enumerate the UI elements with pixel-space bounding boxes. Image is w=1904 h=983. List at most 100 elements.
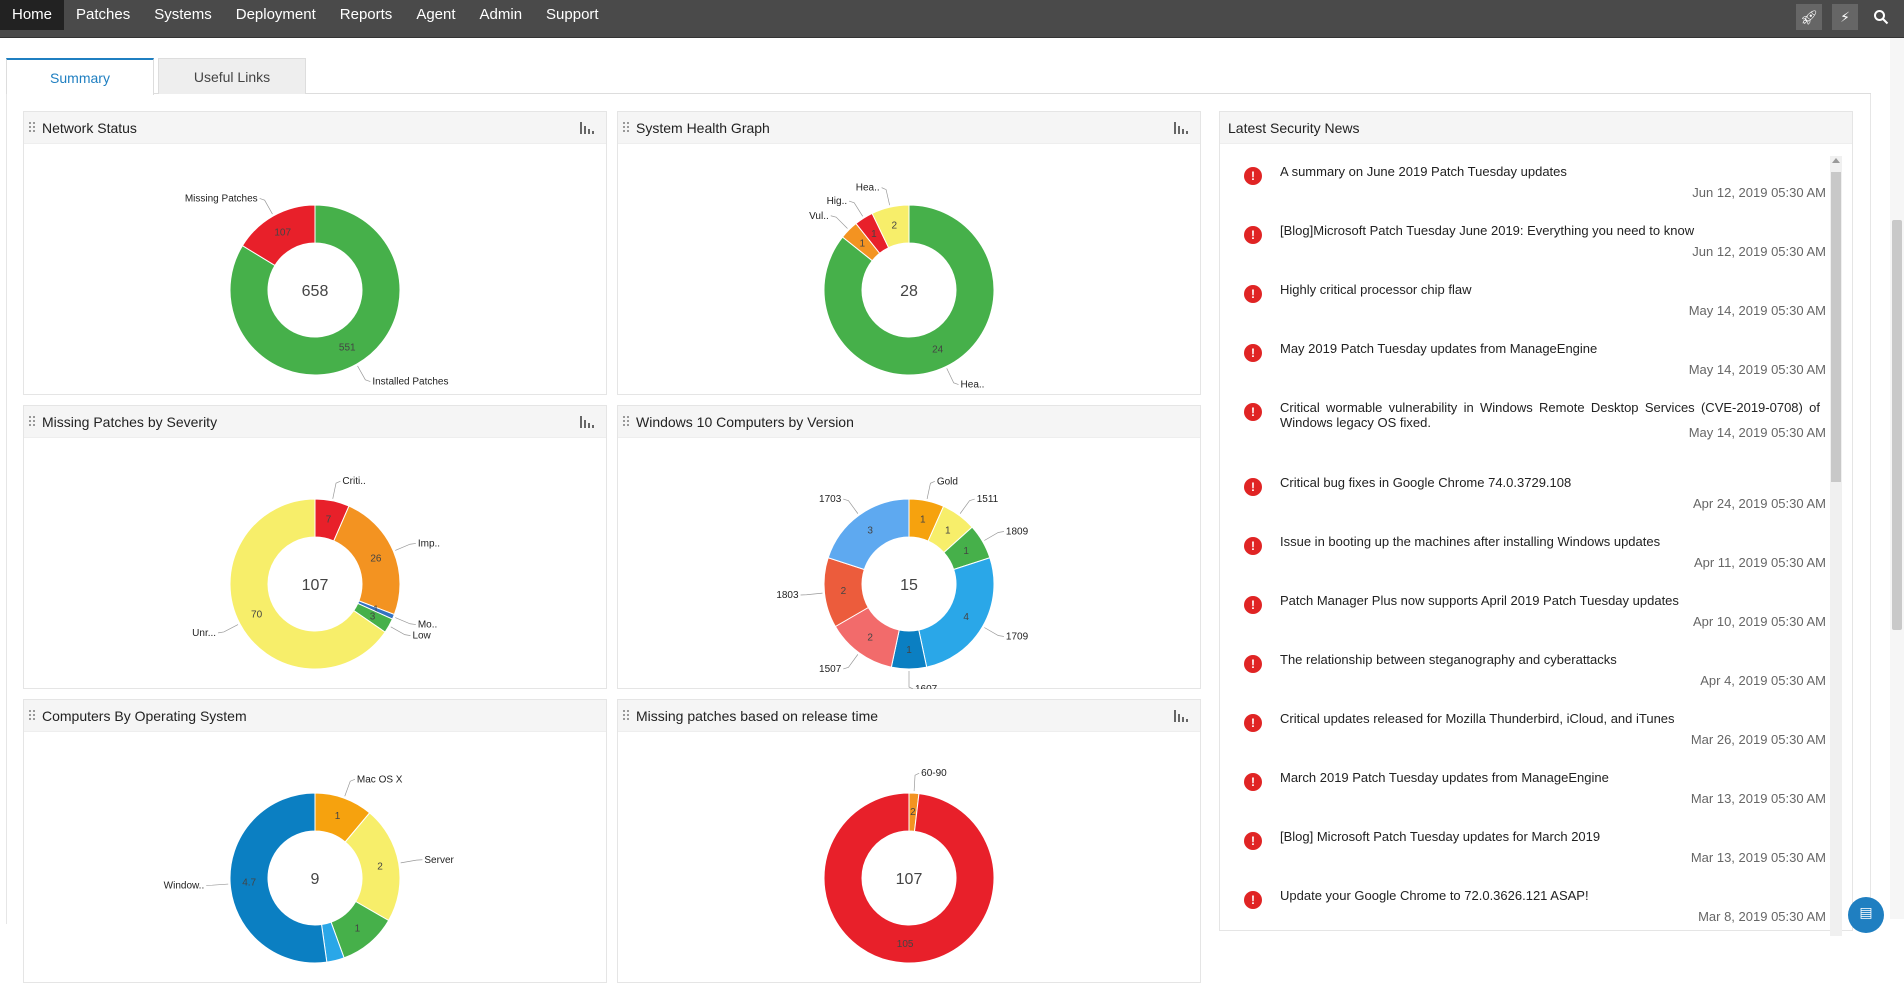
news-item[interactable]: ! Critical bug fixes in Google Chrome 74.…: [1220, 467, 1826, 526]
slice-label: Imp..: [418, 538, 440, 549]
news-item-date: Apr 4, 2019 05:30 AM: [1700, 673, 1826, 688]
slice-value: 3: [867, 526, 873, 537]
news-item[interactable]: ! March 2019 Patch Tuesday updates from M…: [1220, 762, 1826, 821]
slice-value: 1: [963, 546, 969, 557]
alert-icon: !: [1244, 226, 1262, 244]
news-item-date: Jun 12, 2019 05:30 AM: [1692, 244, 1826, 259]
drag-handle-icon[interactable]: [623, 710, 631, 722]
nav-home[interactable]: Home: [0, 0, 65, 30]
donut-slice[interactable]: [871, 204, 910, 249]
donut-slice[interactable]: [241, 204, 316, 267]
widget-header[interactable]: Computers By Operating System: [24, 700, 606, 732]
alert-icon: !: [1244, 403, 1262, 421]
slice-label: 1607: [915, 684, 938, 689]
alert-icon: !: [1244, 714, 1262, 732]
news-item-title[interactable]: The relationship between steganography a…: [1280, 652, 1617, 667]
lightning-icon[interactable]: ⚡︎: [1832, 4, 1858, 30]
news-item-date: Mar 26, 2019 05:30 AM: [1690, 732, 1826, 747]
bar-chart-icon[interactable]: [1174, 120, 1188, 134]
news-item[interactable]: ! Patch Manager Plus now supports April 2…: [1220, 585, 1826, 644]
widget-header[interactable]: System Health Graph: [618, 112, 1200, 144]
news-item-title[interactable]: Critical wormable vulnerability in Windo…: [1280, 400, 1820, 430]
news-item-title[interactable]: Update your Google Chrome to 72.0.3626.1…: [1280, 888, 1589, 903]
slice-value: 2: [910, 807, 916, 818]
nav-admin[interactable]: Admin: [479, 6, 523, 23]
nav-agent[interactable]: Agent: [416, 6, 456, 23]
donut-slice[interactable]: [823, 204, 995, 376]
donut-slice[interactable]: [827, 498, 910, 571]
nav-deployment[interactable]: Deployment: [235, 6, 316, 23]
slice-value: 2: [377, 862, 383, 873]
slice-value: 1: [920, 514, 926, 525]
drag-handle-icon[interactable]: [29, 710, 37, 722]
news-item[interactable]: ! Update your Google Chrome to 72.0.3626.…: [1220, 880, 1826, 939]
widget-header[interactable]: Missing Patches by Severity: [24, 406, 606, 438]
scroll-up-icon[interactable]: [1832, 158, 1840, 163]
news-item-title[interactable]: [Blog]Microsoft Patch Tuesday June 2019:…: [1280, 223, 1695, 238]
widget-header[interactable]: Windows 10 Computers by Version: [618, 406, 1200, 438]
rocket-icon[interactable]: 🚀︎: [1796, 4, 1822, 30]
drag-handle-icon[interactable]: [29, 122, 37, 134]
nav-systems[interactable]: Systems: [154, 6, 212, 23]
news-item-title[interactable]: March 2019 Patch Tuesday updates from Ma…: [1280, 770, 1609, 785]
widget-header[interactable]: Missing patches based on release time: [618, 700, 1200, 732]
nav-patches[interactable]: Patches: [76, 6, 131, 23]
news-item[interactable]: ! May 2019 Patch Tuesday updates from Man…: [1220, 333, 1826, 392]
news-item[interactable]: ! [Blog] Microsoft Patch Tuesday updates …: [1220, 821, 1826, 880]
drag-handle-icon[interactable]: [623, 122, 631, 134]
drag-handle-icon[interactable]: [623, 416, 631, 428]
slice-value: 1: [906, 645, 912, 656]
slice-leader-line: [984, 531, 1004, 541]
news-item[interactable]: ! Highly critical processor chip flaw May …: [1220, 274, 1826, 333]
donut-slice[interactable]: [333, 505, 401, 616]
alert-icon: !: [1244, 832, 1262, 850]
slice-leader-line: [959, 498, 975, 514]
donut-total: 9: [311, 871, 320, 888]
slice-leader-line: [206, 883, 229, 886]
slice-label: 60-90: [921, 768, 947, 779]
drag-handle-icon[interactable]: [29, 416, 37, 428]
slice-leader-line: [357, 365, 371, 382]
news-item[interactable]: ! A summary on June 2019 Patch Tuesday up…: [1220, 156, 1826, 215]
news-item-title[interactable]: [Blog] Microsoft Patch Tuesday updates f…: [1280, 829, 1601, 844]
news-scrollbar[interactable]: [1830, 156, 1842, 936]
search-icon[interactable]: [1868, 4, 1894, 30]
chat-icon[interactable]: ▤: [1848, 897, 1884, 933]
news-item-title[interactable]: May 2019 Patch Tuesday updates from Mana…: [1280, 341, 1598, 356]
donut-slice[interactable]: [229, 498, 386, 670]
slice-value: 551: [339, 343, 356, 354]
tab-summary[interactable]: Summary: [6, 58, 154, 95]
news-item-title[interactable]: Highly critical processor chip flaw: [1280, 282, 1472, 297]
slice-label: Vul..: [809, 211, 829, 222]
widget-header[interactable]: Network Status: [24, 112, 606, 144]
bar-chart-icon[interactable]: [580, 414, 594, 428]
nav-support[interactable]: Support: [546, 6, 599, 23]
network-status-donut: 551 Installed Patches 107 Missing Patches 65…: [185, 193, 449, 387]
news-item[interactable]: ! Critical updates released for Mozilla T…: [1220, 703, 1826, 762]
page-scroll-thumb[interactable]: [1892, 220, 1902, 630]
news-item-date: May 14, 2019 05:30 AM: [1688, 362, 1826, 377]
news-scroll-thumb[interactable]: [1831, 172, 1841, 482]
win10-by-version-donut: 1 Gold 1 1511 1 1809 4 1709 1 1607 2 1507 2 1803 3 1703…: [776, 476, 1029, 689]
news-item-title[interactable]: Critical updates released for Mozilla Th…: [1280, 711, 1675, 726]
donut-slice[interactable]: [918, 557, 995, 668]
slice-leader-line: [400, 859, 423, 864]
donut-slice[interactable]: [229, 204, 401, 376]
slice-leader-line: [881, 187, 890, 206]
news-item-title[interactable]: Critical bug fixes in Google Chrome 74.0…: [1280, 475, 1572, 490]
donut-total: 107: [302, 577, 329, 594]
news-item-title[interactable]: A summary on June 2019 Patch Tuesday upd…: [1280, 164, 1567, 179]
news-item[interactable]: ! The relationship between steganography …: [1220, 644, 1826, 703]
page-scrollbar[interactable]: [1890, 38, 1904, 919]
news-item-date: Mar 13, 2019 05:30 AM: [1690, 791, 1826, 806]
news-item[interactable]: ! Issue in booting up the machines after …: [1220, 526, 1826, 585]
nav-reports[interactable]: Reports: [339, 6, 393, 23]
bar-chart-icon[interactable]: [1174, 708, 1188, 722]
tab-useful-links[interactable]: Useful Links: [158, 58, 306, 94]
bar-chart-icon[interactable]: [580, 120, 594, 134]
news-item-title[interactable]: Issue in booting up the machines after i…: [1280, 534, 1661, 549]
news-item-title[interactable]: Patch Manager Plus now supports April 20…: [1280, 593, 1679, 608]
system-health-donut: 24 Hea.. 1 Vul.. 1 Hig.. 2 Hea.. 28: [809, 183, 995, 391]
news-item[interactable]: ! [Blog]Microsoft Patch Tuesday June 2019…: [1220, 215, 1826, 274]
news-item[interactable]: ! Critical wormable vulnerability in Wind…: [1220, 392, 1826, 467]
